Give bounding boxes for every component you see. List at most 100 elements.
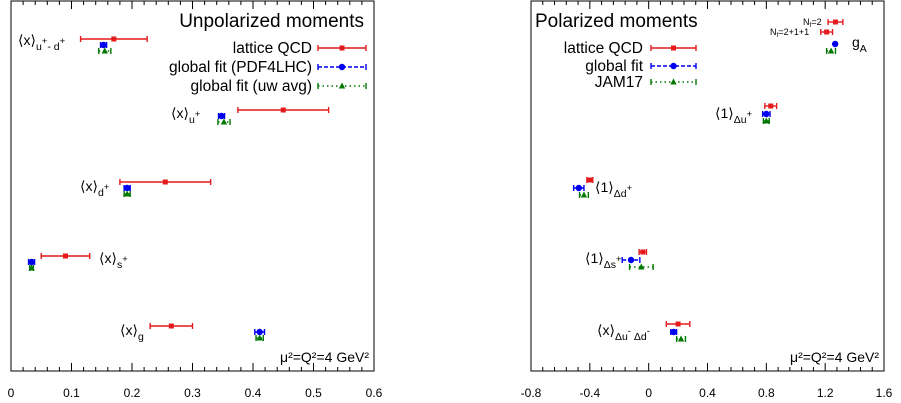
- observable-label-base: ⟨1⟩: [595, 179, 614, 195]
- observable-label: ⟨x⟩Δu- Δd-: [597, 322, 650, 343]
- x-tick-label: 0: [8, 386, 15, 400]
- legend-marker: [339, 45, 345, 51]
- legend-marker: [670, 62, 677, 70]
- observable-label-subsup: +: [195, 109, 201, 120]
- observable-label: ⟨x⟩u+: [171, 105, 201, 126]
- nf2111-label-sub: f: [777, 32, 779, 39]
- observable-label-base: ⟨x⟩: [80, 178, 98, 194]
- observable-group: ⟨1⟩Δs+: [585, 249, 654, 271]
- observable-label-subsup: +: [104, 182, 110, 193]
- data-point: [220, 118, 228, 125]
- observable-group: ⟨1⟩Δd+: [572, 177, 633, 200]
- nf2111-label-tail: =2+1+1: [778, 27, 809, 37]
- observable-label-subsup: +: [747, 109, 753, 120]
- observable-label-sub: Δu: [734, 114, 747, 126]
- observable-label-subsup: -: [628, 326, 631, 337]
- observable-label: ⟨x⟩s+: [99, 250, 128, 271]
- legend: lattice QCD global fit (PDF4LHC) global fi…: [169, 40, 367, 95]
- data-point: [280, 107, 286, 113]
- scale-label: μ²=Q²=4 GeV²: [280, 349, 369, 365]
- observable-label-sub2sup: -: [647, 326, 650, 337]
- data-point: [638, 263, 645, 270]
- data-point: [832, 19, 838, 25]
- data-point: [824, 29, 830, 35]
- observable-label-base: ⟨x⟩: [120, 322, 138, 338]
- observable-label-base: ⟨x⟩: [18, 32, 36, 48]
- observable-group: gA: [820, 19, 867, 55]
- data-point: [101, 47, 108, 54]
- chart-panel-2: -0.8 -0.4 0 0.4 0.8 1.2 1.6 Polarized moments la…: [521, 0, 893, 400]
- x-tick-label: 0.6: [366, 386, 383, 400]
- observable-group: ⟨x⟩Δu- Δd-: [597, 321, 691, 343]
- data-point: [640, 249, 646, 255]
- nf2-label-tail: =2: [811, 17, 821, 27]
- chart-panel-1: 0 0.1 0.2 0.3 0.4 0.5 0.6 Unpolarized moments la…: [8, 0, 383, 400]
- nf2-label-sub: f: [810, 22, 812, 29]
- legend-label: lattice QCD: [564, 40, 643, 57]
- x-tick-label: 0.4: [245, 386, 262, 400]
- observable-group: ⟨x⟩d+: [80, 178, 212, 199]
- data-point: [580, 191, 588, 198]
- chart-title: Unpolarized moments: [179, 11, 364, 32]
- observable-label-base: ⟨1⟩: [585, 250, 604, 266]
- observable-label-sub2: Δd: [631, 331, 647, 343]
- observable-label: ⟨1⟩Δu+: [715, 105, 753, 126]
- data-point: [256, 334, 263, 341]
- x-tick-label: 0.2: [124, 386, 141, 400]
- data-point: [123, 190, 131, 197]
- scale-label: μ²=Q²=4 GeV²: [790, 349, 879, 365]
- data-point: [123, 184, 131, 192]
- data-point: [587, 177, 593, 183]
- x-tick-label: 0.1: [63, 386, 80, 400]
- x-tick-label: 1.6: [876, 386, 893, 400]
- data-point: [256, 328, 263, 336]
- observable-label-sub: d: [98, 187, 104, 199]
- observable-label-base: ⟨x⟩: [597, 322, 615, 338]
- nf2111-label-n: N: [770, 27, 777, 37]
- x-tick-label: -0.4: [579, 386, 600, 400]
- legend-label: JAM17: [595, 74, 643, 91]
- observable-group: ⟨x⟩g: [120, 322, 266, 343]
- x-tick-label: 1.2: [817, 386, 834, 400]
- x-tick-label: 0.5: [305, 386, 322, 400]
- observable-label-sub: s: [117, 259, 122, 271]
- data-point: [62, 253, 68, 259]
- observable-label: ⟨1⟩Δs+: [585, 250, 622, 271]
- nf2111-label: Nf=2+1+1: [770, 27, 809, 39]
- data-point: [218, 112, 225, 120]
- observable-label-sub: g: [138, 331, 144, 343]
- chart-title: Polarized moments: [535, 11, 698, 32]
- data-point: [111, 36, 117, 42]
- observable-group: ⟨1⟩Δu+: [715, 103, 778, 126]
- observable-group: ⟨x⟩u+: [171, 105, 330, 126]
- observable-label-sub: Δd: [614, 188, 627, 200]
- nf2-label: Nf=2: [803, 17, 822, 29]
- observable-label-sub2: - d: [47, 41, 59, 53]
- data-point: [28, 258, 35, 266]
- x-tick-label: 0.8: [758, 386, 775, 400]
- x-tick-label: 0.4: [699, 386, 716, 400]
- observable-label-sub: Δs: [604, 259, 616, 271]
- data-point: [627, 256, 635, 264]
- observable-label-sub: A: [860, 43, 867, 55]
- observable-label: ⟨1⟩Δd+: [595, 179, 633, 200]
- observable-label-subsup: +: [616, 254, 622, 265]
- plot-frame: [10, 0, 375, 372]
- x-tick-label: -0.8: [521, 386, 542, 400]
- observable-label: ⟨x⟩u+- d+: [18, 32, 66, 53]
- nf2-label-n: N: [803, 17, 810, 27]
- x-tick-label: 0.3: [184, 386, 201, 400]
- data-point: [162, 179, 168, 185]
- observable-label-base: ⟨x⟩: [171, 105, 189, 121]
- data-point: [100, 41, 107, 49]
- data-point: [827, 47, 835, 54]
- observable-label-sub2sup: +: [60, 36, 66, 47]
- observable-label-sub: u: [36, 41, 42, 53]
- legend-label: global fit: [585, 58, 643, 75]
- legend-label: global fit (uw avg): [191, 78, 312, 95]
- legend-label: lattice QCD: [233, 40, 312, 57]
- data-point: [677, 335, 685, 342]
- data-point: [763, 117, 770, 124]
